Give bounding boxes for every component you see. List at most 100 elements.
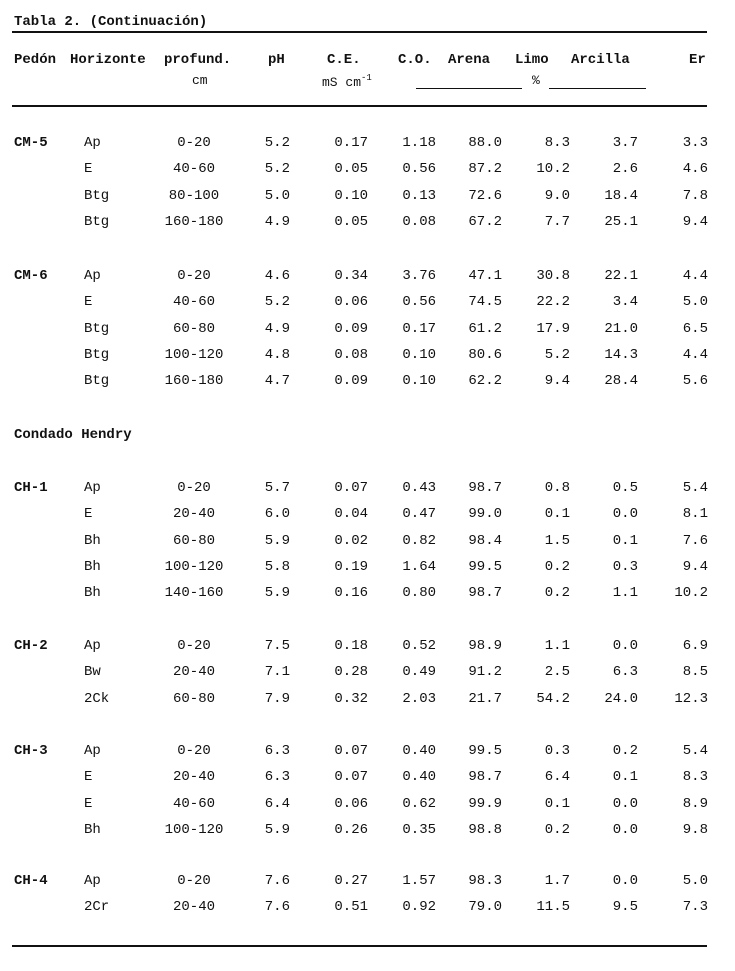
cell-arena: 98.8: [468, 821, 502, 838]
cell-ce: 0.34: [334, 268, 368, 284]
cell-co: 1.64: [402, 558, 436, 575]
table-row: CH-3 Ap 0-20 6.3 0.07 0.40 99.5 0.3 0.2 5.4: [0, 743, 735, 765]
pedon-label: CH-2: [14, 638, 48, 654]
cell-arcilla: 3.4: [612, 294, 638, 311]
cell-co: 0.92: [402, 899, 436, 916]
cell-limo: 1.1: [544, 638, 570, 654]
cell-co: 1.57: [402, 873, 436, 889]
cell-arcilla: 0.3: [612, 558, 638, 575]
cell-er: 7.3: [682, 899, 708, 916]
cell-ph: 7.1: [264, 664, 290, 681]
cell-er: 10.2: [674, 585, 708, 602]
cell-arena: 61.2: [468, 320, 502, 337]
table-row: Bw 20-40 7.1 0.28 0.49 91.2 2.5 6.3 8.5: [0, 664, 735, 686]
cell-horizonte: E: [84, 294, 93, 311]
table-row: Btg 160-180 4.7 0.09 0.10 62.2 9.4 28.4 5.6: [0, 373, 735, 395]
cell-arena: 74.5: [468, 294, 502, 311]
cell-limo: 1.7: [544, 873, 570, 889]
table-row: CH-2 Ap 0-20 7.5 0.18 0.52 98.9 1.1 0.0 6.9: [0, 638, 735, 660]
cell-ce: 0.27: [334, 873, 368, 889]
table-row: E 20-40 6.3 0.07 0.40 98.7 6.4 0.1 8.3: [0, 769, 735, 791]
cell-horizonte: Btg: [84, 373, 110, 390]
cell-limo: 11.5: [536, 899, 570, 916]
cell-ph: 5.0: [264, 187, 290, 204]
cell-er: 7.8: [682, 187, 708, 204]
cell-ce: 0.06: [334, 294, 368, 311]
section-title: Condado Hendry: [14, 427, 132, 443]
table-row: Btg 60-80 4.9 0.09 0.17 61.2 17.9 21.0 6.5: [0, 321, 735, 343]
cell-limo: 0.2: [544, 585, 570, 602]
cell-horizonte: Bh: [84, 532, 101, 549]
cell-co: 0.17: [402, 320, 436, 337]
cell-arena: 99.9: [468, 795, 502, 812]
cell-ce: 0.09: [334, 320, 368, 337]
header-rule: [12, 105, 707, 107]
cell-horizonte: Bw: [84, 664, 101, 681]
cell-profund: 20-40: [172, 899, 215, 916]
cell-horizonte: Ap: [84, 480, 101, 496]
cell-ph: 5.2: [264, 294, 290, 311]
cell-ph: 5.9: [264, 821, 290, 838]
table-row: E 40-60 5.2 0.05 0.56 87.2 10.2 2.6 4.6: [0, 161, 735, 183]
cell-horizonte: Bh: [84, 585, 101, 602]
cell-er: 8.1: [682, 506, 708, 523]
cell-horizonte: Ap: [84, 743, 101, 759]
cell-arcilla: 6.3: [612, 664, 638, 681]
cell-profund: 60-80: [172, 320, 215, 337]
header-arcilla: Arcilla: [571, 52, 630, 68]
table-row: CH-1 Ap 0-20 5.7 0.07 0.43 98.7 0.8 0.5 5.4: [0, 480, 735, 502]
cell-co: 0.10: [402, 373, 436, 390]
cell-arena: 72.6: [468, 187, 502, 204]
pedon-label: CH-4: [14, 873, 48, 889]
table-row: E 40-60 5.2 0.06 0.56 74.5 22.2 3.4 5.0: [0, 294, 735, 316]
cell-er: 5.4: [682, 743, 708, 759]
cell-profund: 20-40: [172, 664, 215, 681]
table-row: E 20-40 6.0 0.04 0.47 99.0 0.1 0.0 8.1: [0, 506, 735, 528]
header-ph: pH: [268, 52, 285, 68]
pedon-label: CH-3: [14, 743, 48, 759]
cell-limo: 6.4: [544, 769, 570, 786]
table-row: Bh 100-120 5.8 0.19 1.64 99.5 0.2 0.3 9.4: [0, 559, 735, 581]
cell-limo: 0.1: [544, 506, 570, 523]
cell-ce: 0.07: [334, 480, 368, 496]
cell-arena: 87.2: [468, 161, 502, 178]
cell-co: 0.13: [402, 187, 436, 204]
cell-profund: 40-60: [172, 795, 215, 812]
cell-co: 0.56: [402, 294, 436, 311]
cell-arena: 98.7: [468, 769, 502, 786]
cell-co: 0.35: [402, 821, 436, 838]
cell-limo: 0.2: [544, 821, 570, 838]
cell-arcilla: 0.0: [612, 506, 638, 523]
cell-profund: 40-60: [172, 161, 215, 178]
cell-profund: 100-120: [164, 558, 224, 575]
cell-ph: 6.3: [264, 743, 290, 759]
cell-er: 5.0: [682, 294, 708, 311]
cell-ce: 0.26: [334, 821, 368, 838]
cell-arena: 47.1: [468, 268, 502, 284]
header-limo-unit: %: [532, 73, 540, 88]
cell-ce: 0.04: [334, 506, 368, 523]
particle-size-underline-right: [549, 88, 646, 89]
cell-co: 0.52: [402, 638, 436, 654]
cell-er: 9.4: [682, 213, 708, 230]
header-ce-unit-text: mS cm: [322, 75, 362, 90]
cell-co: 0.08: [402, 213, 436, 230]
cell-ph: 7.9: [264, 690, 290, 707]
cell-ce: 0.51: [334, 899, 368, 916]
cell-limo: 54.2: [536, 690, 570, 707]
cell-ph: 5.2: [264, 135, 290, 151]
cell-ph: 7.5: [264, 638, 290, 654]
cell-profund: 0-20: [177, 743, 211, 759]
cell-arcilla: 0.1: [612, 769, 638, 786]
cell-profund: 0-20: [177, 135, 211, 151]
cell-arena: 99.0: [468, 506, 502, 523]
cell-ph: 4.6: [264, 268, 290, 284]
cell-limo: 0.8: [544, 480, 570, 496]
cell-er: 4.4: [682, 268, 708, 284]
cell-profund: 0-20: [177, 873, 211, 889]
header-profund-unit: cm: [192, 73, 208, 88]
cell-profund: 100-120: [164, 821, 224, 838]
cell-ph: 6.0: [264, 506, 290, 523]
cell-ce: 0.32: [334, 690, 368, 707]
